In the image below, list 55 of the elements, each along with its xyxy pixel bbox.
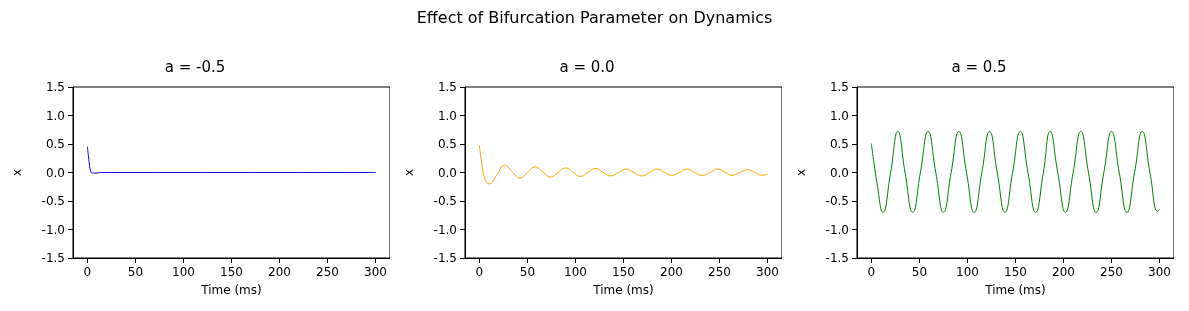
x-tick-label: 50 — [127, 265, 144, 279]
x-tick-label: 150 — [1004, 265, 1027, 279]
y-axis-title: x — [10, 168, 24, 177]
x-tick-label: 250 — [708, 265, 731, 279]
x-axis-title: Time (ms) — [984, 283, 1046, 297]
x-tick-label: 300 — [364, 265, 387, 279]
x-tick-label: 200 — [268, 265, 291, 279]
x-axis-title: Time (ms) — [592, 283, 654, 297]
y-tick-label: 1.0 — [45, 108, 65, 123]
x-tick-label: 150 — [220, 265, 243, 279]
line-series — [86, 146, 377, 174]
y-tick-label: -0.5 — [433, 194, 457, 208]
y-tick-label: -1.5 — [433, 251, 457, 265]
x-axis-title: Time (ms) — [200, 283, 262, 297]
y-tick-label: 0.0 — [45, 165, 65, 180]
y-tick-label: 0.0 — [829, 165, 849, 180]
y-tick-label: 0.0 — [437, 165, 457, 180]
x-tick-label: 200 — [660, 265, 683, 279]
chart-title: a = -0.5 — [164, 57, 226, 76]
x-tick-label: 50 — [911, 265, 928, 279]
y-tick-label: 1.0 — [437, 108, 457, 123]
x-tick-label: 100 — [172, 265, 195, 279]
chart-title: a = 0.0 — [559, 57, 615, 76]
text: Effect of Bifurcation Parameter on Dynamics — [415, 8, 774, 27]
y-tick-label: 1.5 — [45, 80, 65, 94]
y-tick-label: -1.0 — [825, 222, 849, 237]
x-tick-label: 250 — [1100, 265, 1123, 279]
x-tick-label: 200 — [1052, 265, 1075, 279]
y-tick-label: 1.5 — [829, 80, 849, 94]
x-tick-label: 100 — [956, 265, 979, 279]
y-tick-label: -0.5 — [41, 194, 65, 208]
x-tick-label: 0 — [867, 265, 876, 279]
y-tick-label: 0.5 — [45, 137, 65, 151]
x-tick-label: 300 — [756, 265, 779, 279]
y-tick-label: 1.0 — [829, 108, 849, 123]
x-tick-label: 100 — [564, 265, 587, 279]
line-series — [478, 145, 769, 185]
chart-title: a = 0.5 — [951, 57, 1007, 76]
x-tick-label: 50 — [519, 265, 536, 279]
y-tick-label: -1.5 — [825, 251, 849, 265]
y-axis-title: x — [402, 168, 416, 177]
y-axis-title: x — [794, 168, 808, 177]
y-tick-label: 1.5 — [437, 80, 457, 94]
x-tick-label: 300 — [1148, 265, 1171, 279]
y-tick-label: -1.0 — [41, 222, 65, 237]
x-tick-label: 0 — [83, 265, 92, 279]
x-tick-label: 150 — [612, 265, 635, 279]
x-tick-label: 250 — [316, 265, 339, 279]
y-tick-label: -1.0 — [433, 222, 457, 237]
y-tick-label: 0.5 — [829, 137, 849, 151]
x-tick-label: 0 — [475, 265, 484, 279]
y-tick-label: -0.5 — [825, 194, 849, 208]
y-tick-label: -1.5 — [41, 251, 65, 265]
y-tick-label: 0.5 — [437, 137, 457, 151]
line-series — [870, 130, 1161, 213]
